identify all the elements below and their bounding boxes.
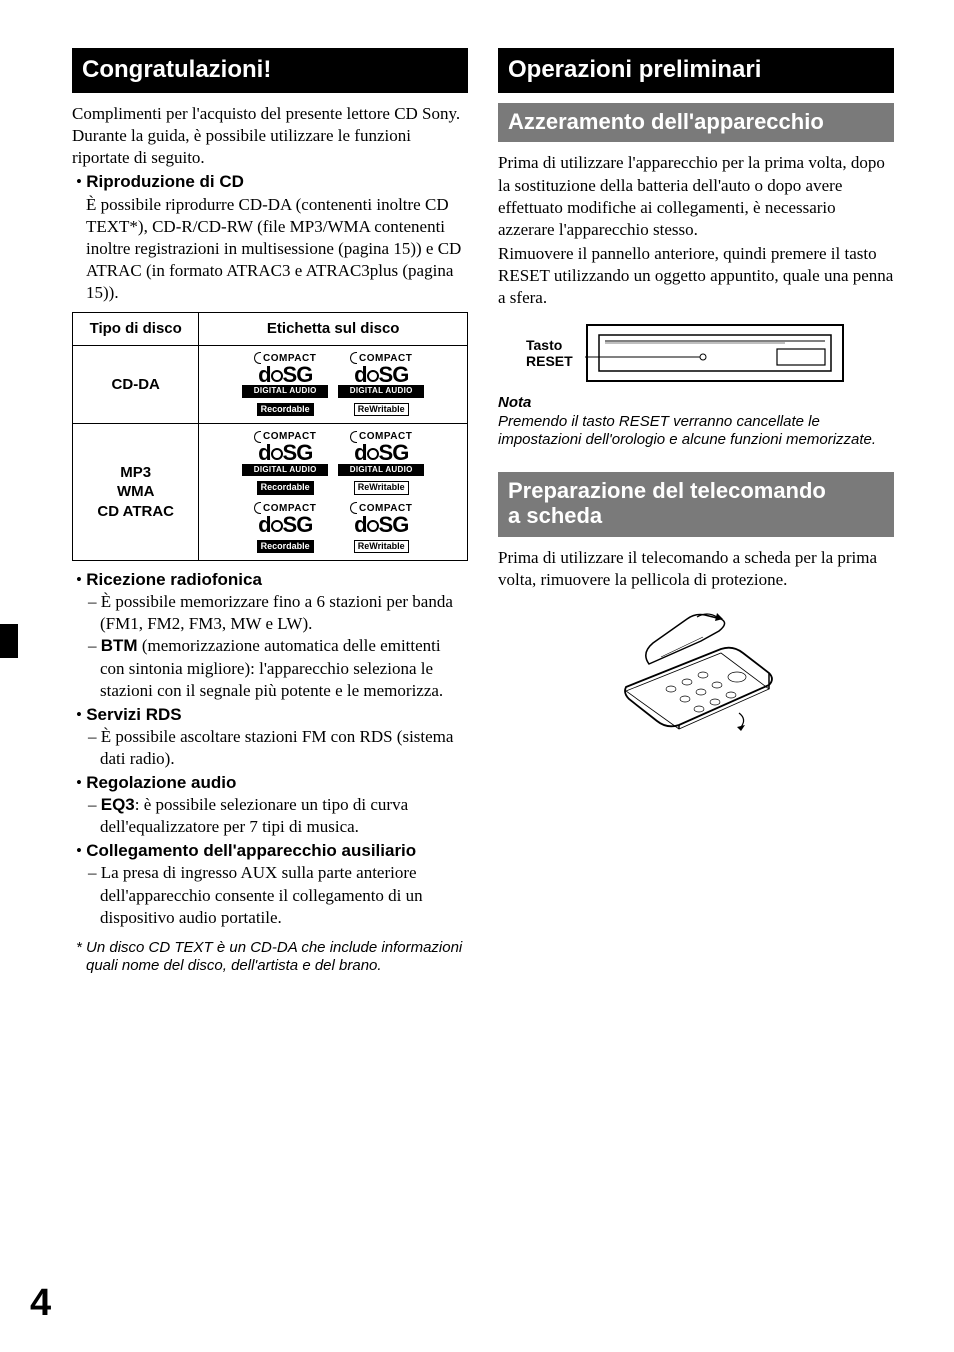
section-title-operazioni: Operazioni preliminari: [498, 48, 894, 93]
th-etichetta: Etichetta sul disco: [199, 313, 468, 346]
radio-head: Ricezione radiofonica: [86, 570, 262, 589]
td-mp3: MP3 WMA CD ATRAC: [73, 424, 199, 561]
logo-atrac-rw: COMPACT dSG ReWritable: [338, 502, 424, 554]
radio-d2: – BTM (memorizzazione automatica delle e…: [72, 635, 468, 701]
page-number: 4: [30, 1279, 51, 1328]
rds-head: Servizi RDS: [86, 705, 181, 724]
remote-figure: [498, 609, 894, 745]
nota-heading: Nota: [498, 393, 894, 413]
two-column-layout: Congratulazioni! Complimenti per l'acqui…: [72, 48, 894, 976]
remote-p1: Prima di utilizzare il telecomando a sch…: [498, 547, 894, 591]
reset-label: Tasto RESET: [526, 337, 573, 369]
aux-head: Collegamento dell'apparecchio ausiliario: [86, 841, 416, 860]
bullet-audio: • Regolazione audio – EQ3: è possibile s…: [72, 772, 468, 838]
logo-mp3-rw: COMPACT dSG DIGITAL AUDIO ReWritable: [338, 430, 424, 496]
reset-panel-icon: [585, 323, 845, 383]
audio-head: Regolazione audio: [86, 773, 236, 792]
aux-d1: – La presa di ingresso AUX sulla parte a…: [72, 862, 468, 928]
side-tab: [0, 624, 18, 658]
section-title-azzeramento: Azzeramento dell'apparecchio: [498, 103, 894, 142]
reset-p2: Rimuovere il pannello anteriore, quindi …: [498, 243, 894, 309]
remote-icon: [601, 609, 791, 739]
logo-atrac-rec: COMPACT dSG Recordable: [242, 502, 328, 554]
right-column: Operazioni preliminari Azzeramento dell'…: [498, 48, 894, 976]
bullet-cd-head: • Riproduzione di CD: [72, 171, 468, 193]
left-column: Congratulazioni! Complimenti per l'acqui…: [72, 48, 468, 976]
td-cdda: CD-DA: [73, 345, 199, 424]
radio-d1: – È possibile memorizzare fino a 6 stazi…: [72, 591, 468, 635]
cd-body: È possibile riprodurre CD-DA (contenenti…: [72, 194, 468, 304]
reset-p1: Prima di utilizzare l'apparecchio per la…: [498, 152, 894, 240]
td-mp3-logos: COMPACT dSG DIGITAL AUDIO Recordable COM…: [199, 424, 468, 561]
disc-table: Tipo di disco Etichetta sul disco CD-DA …: [72, 312, 468, 561]
td-cdda-logos: COMPACT dSG DIGITAL AUDIO Recordable COM…: [199, 345, 468, 424]
th-tipo: Tipo di disco: [73, 313, 199, 346]
logo-mp3-rec: COMPACT dSG DIGITAL AUDIO Recordable: [242, 430, 328, 496]
bullet-radio: • Ricezione radiofonica – È possibile me…: [72, 569, 468, 702]
intro-paragraph: Complimenti per l'acquisto del presente …: [72, 103, 468, 169]
rds-d1: – È possibile ascoltare stazioni FM con …: [72, 726, 468, 770]
nota-body: Premendo il tasto RESET verranno cancell…: [498, 413, 894, 451]
audio-d1: – EQ3: è possibile selezionare un tipo d…: [72, 794, 468, 838]
section-title-congrats: Congratulazioni!: [72, 48, 468, 93]
section-title-telecomando: Preparazione del telecomando a scheda: [498, 472, 894, 537]
cd-head-text: Riproduzione di CD: [86, 172, 244, 191]
reset-figure: Tasto RESET: [526, 323, 894, 383]
bullet-rds: • Servizi RDS – È possibile ascoltare st…: [72, 704, 468, 770]
logo-cdda-rw: COMPACT dSG DIGITAL AUDIO ReWritable: [338, 352, 424, 418]
footnote: * Un disco CD TEXT è un CD-DA che includ…: [72, 939, 468, 977]
bullet-cd: • Riproduzione di CD È possibile riprodu…: [72, 171, 468, 304]
bullet-aux: • Collegamento dell'apparecchio ausiliar…: [72, 840, 468, 928]
logo-cdda-rec: COMPACT dSG DIGITAL AUDIO Recordable: [242, 352, 328, 418]
